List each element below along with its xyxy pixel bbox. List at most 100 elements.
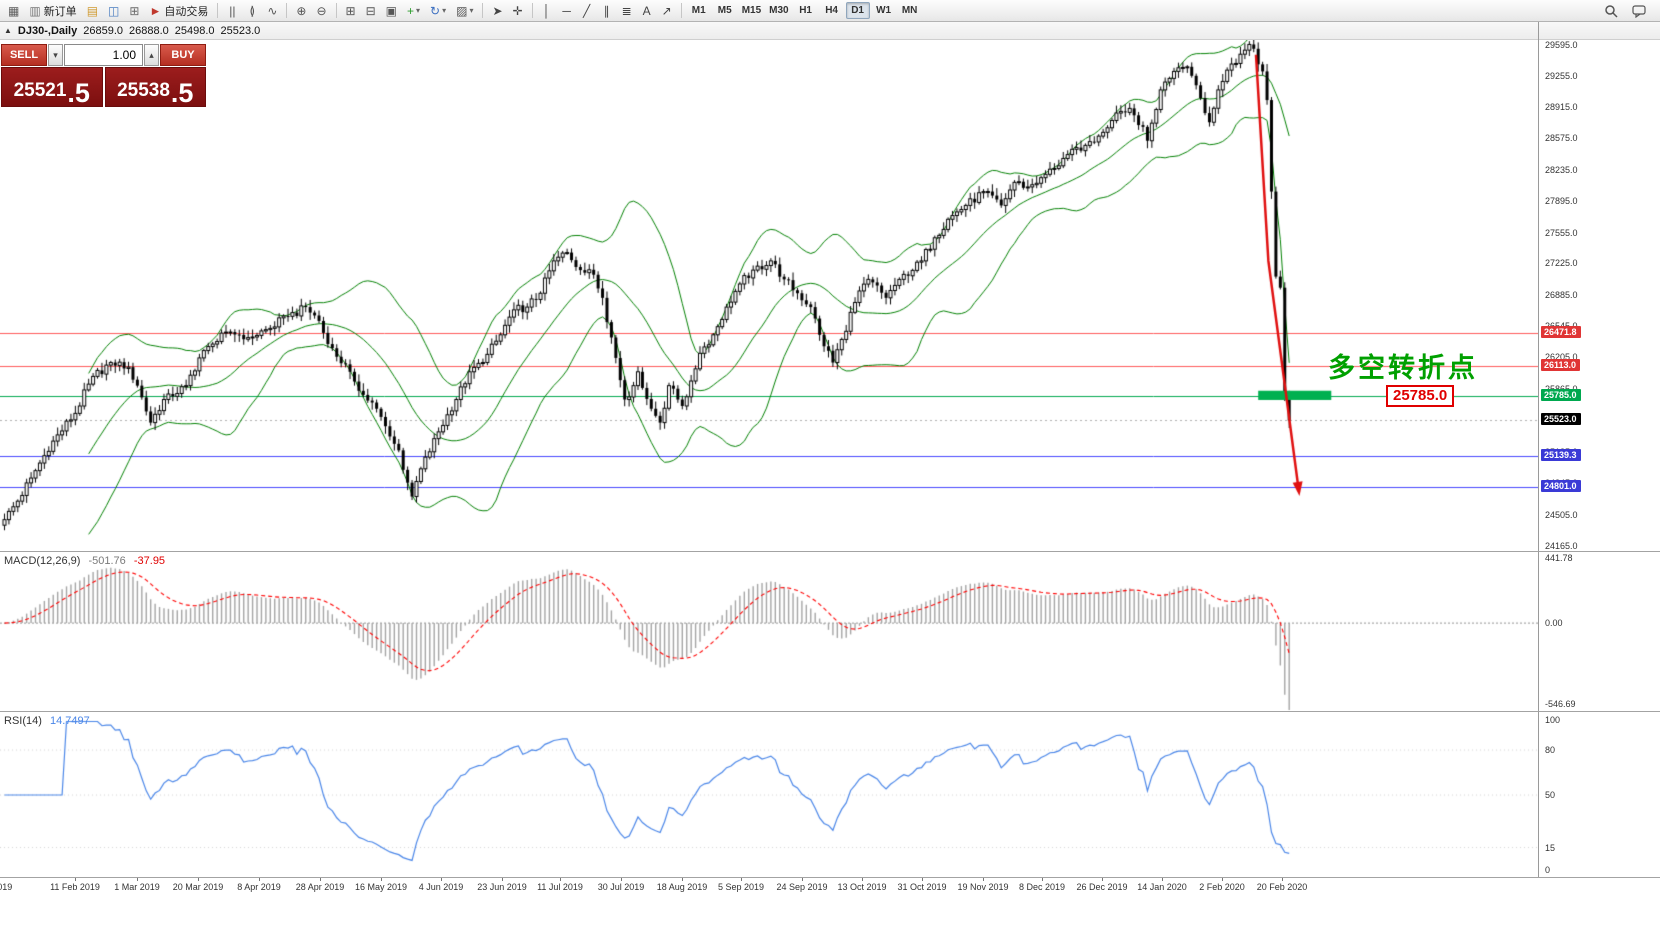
bar-chart-icon: || (229, 3, 236, 18)
date-label: 28 Apr 2019 (295, 882, 345, 892)
tile-windows-icon[interactable]: ⊞ (342, 2, 360, 20)
new-order-button[interactable]: ▥ 新订单 (25, 2, 80, 20)
rsi-axis[interactable]: 100 80 50 15 0 (1539, 712, 1660, 878)
feedback-icon[interactable] (1628, 2, 1650, 20)
macd-axis[interactable]: 441.78 0.00 -546.69 (1539, 552, 1660, 712)
date-tick-mark (983, 878, 984, 881)
macd-header: MACD(12,26,9) -501.76 -37.95 (4, 555, 165, 567)
timeframe-button-w1[interactable]: W1 (876, 5, 892, 16)
axis-tick-label: 27555.0 (1545, 227, 1578, 238)
date-tick-mark (560, 878, 561, 881)
cascade-windows-icon[interactable]: ⊟ (362, 2, 380, 20)
price-axis[interactable]: 29595.0 29255.0 28915.0 28575.0 28235.0 27895… (1539, 40, 1660, 552)
market-watch-icon[interactable]: ▤ (83, 2, 102, 20)
arrange-windows-icon[interactable]: ▣ (382, 2, 401, 20)
buy-price-display[interactable]: 25538 .5 (104, 67, 206, 108)
panel-resize-separator[interactable] (0, 877, 1660, 878)
add-indicator-icon: + (406, 3, 414, 18)
crosshair-icon[interactable]: ✛ (509, 2, 527, 20)
zoom-in-icon[interactable]: ⊕ (292, 2, 310, 20)
navigator-icon[interactable]: ◫ (104, 2, 123, 20)
buy-button[interactable]: BUY (160, 44, 206, 66)
macd-name: MACD(12,26,9) (4, 555, 81, 567)
chart-window-icon[interactable]: ▦ (4, 2, 23, 20)
axis-tick-label: 28575.0 (1545, 133, 1578, 144)
arrows-icon[interactable]: ↗ (658, 2, 676, 20)
collapse-panel-icon[interactable]: ▲ (4, 26, 12, 35)
timeframe-button-h1[interactable]: H1 (799, 5, 812, 16)
date-tick-mark (259, 878, 260, 881)
date-axis[interactable]: 3 Jan 2019 11 Feb 2019 1 Mar 2019 20 Mar 20… (0, 878, 1660, 944)
buy-price-main: 25538 (117, 80, 170, 101)
autotrading-button[interactable]: ► 自动交易 (145, 2, 212, 20)
fibonacci-icon[interactable]: ≣ (618, 2, 636, 20)
arrange-windows-icon: ▣ (385, 3, 397, 18)
axis-tick-label: 24505.0 (1545, 509, 1578, 520)
zoom-out-icon[interactable]: ⊖ (312, 2, 330, 20)
date-tick-mark (1102, 878, 1103, 881)
timeframe-button-d1[interactable]: D1 (845, 2, 870, 19)
main-toolbar: ▦ ▥ 新订单 ▤ ◫ ⊞ ► 自动交易 || ≬ ∿ ⊕ ⊖ ⊞ ⊟ ▣ + ▾ ↻ ▾ ▨ ▾ ➤ ✛ │ ─ ╱ ∥ ≣ A ↗ M1 M… (0, 0, 1660, 22)
sell-button[interactable]: SELL (1, 44, 47, 66)
date-label: 11 Feb 2019 (50, 882, 100, 892)
timeframe-button-h4[interactable]: H4 (825, 5, 838, 16)
horizontal-line-icon[interactable]: ─ (558, 2, 576, 20)
volume-increase-button[interactable]: ▴ (144, 44, 159, 66)
one-click-trading-panel: SELL ▾ ▴ BUY 25521 .5 25538 .5 (1, 44, 206, 107)
volume-decrease-button[interactable]: ▾ (48, 44, 63, 66)
channel-icon[interactable]: ∥ (598, 2, 616, 20)
buy-price-frac: .5 (170, 78, 194, 108)
date-tick-mark (441, 878, 442, 881)
chart-info-bar: ▲ DJ30-,Daily 26859.0 26888.0 25498.0 25… (0, 22, 1660, 40)
sell-price-display[interactable]: 25521 .5 (1, 67, 103, 107)
date-tick-mark (137, 878, 138, 881)
search-icon[interactable] (1600, 2, 1622, 20)
panel-resize-separator[interactable] (0, 711, 1660, 712)
terminal-icon: ⊞ (129, 3, 140, 18)
level-price-callout[interactable]: 25785.0 (1386, 385, 1455, 407)
terminal-icon[interactable]: ⊞ (125, 2, 143, 20)
ohlc-high: 26888.0 (129, 24, 169, 37)
rsi-value: 14.7497 (49, 715, 90, 727)
templates-button[interactable]: ▨ ▾ (452, 2, 477, 20)
price-chart-canvas[interactable] (0, 40, 1538, 552)
crosshair-icon: ✛ (512, 3, 523, 18)
templates-icon: ▨ (456, 3, 468, 18)
timeframe-button-m30[interactable]: M30 (769, 5, 789, 16)
toolbar-separator (482, 3, 484, 18)
toolbar-separator (680, 3, 682, 18)
date-label: 8 Apr 2019 (237, 882, 281, 892)
date-tick-mark (741, 878, 742, 881)
line-chart-icon[interactable]: ∿ (263, 2, 281, 20)
horizontal-line-icon: ─ (562, 3, 571, 18)
date-tick-mark (320, 878, 321, 881)
date-label: 5 Sep 2019 (717, 882, 765, 892)
panel-resize-separator[interactable] (0, 551, 1660, 552)
price-level-badge: 24801.0 (1541, 480, 1581, 493)
timeframe-button-m15[interactable]: M15 (741, 5, 762, 16)
timeframe-button-m1[interactable]: M1 (691, 5, 706, 16)
add-indicator-button[interactable]: + ▾ (403, 2, 424, 20)
vertical-line-icon[interactable]: │ (538, 2, 556, 20)
text-label-icon[interactable]: A (638, 2, 656, 20)
date-tick-mark (381, 878, 382, 881)
turning-point-annotation[interactable]: 多空转折点 (1328, 353, 1478, 383)
rsi-canvas[interactable] (0, 712, 1538, 878)
periods-button[interactable]: ↻ ▾ (426, 2, 450, 20)
date-tick-mark (1282, 878, 1283, 881)
main-chart-panel: SELL ▾ ▴ BUY 25521 .5 25538 .5 多空转折点 257… (0, 40, 1660, 552)
bar-chart-icon[interactable]: || (223, 2, 241, 20)
cursor-icon[interactable]: ➤ (488, 2, 506, 20)
candlestick-chart-icon[interactable]: ≬ (243, 2, 261, 20)
price-level-badge: 25523.0 (1541, 413, 1581, 426)
date-tick-mark (75, 878, 76, 881)
timeframe-button-mn[interactable]: MN (901, 5, 918, 16)
trendline-icon[interactable]: ╱ (578, 2, 596, 20)
toolbar-button-label: 自动交易 (164, 5, 209, 18)
date-tick-mark (802, 878, 803, 881)
macd-signal-value: -37.95 (133, 555, 166, 567)
volume-input[interactable] (64, 44, 143, 66)
timeframe-button-m5[interactable]: M5 (717, 5, 732, 16)
date-label: 3 Jan 2019 (0, 882, 13, 892)
macd-canvas[interactable] (0, 552, 1538, 712)
